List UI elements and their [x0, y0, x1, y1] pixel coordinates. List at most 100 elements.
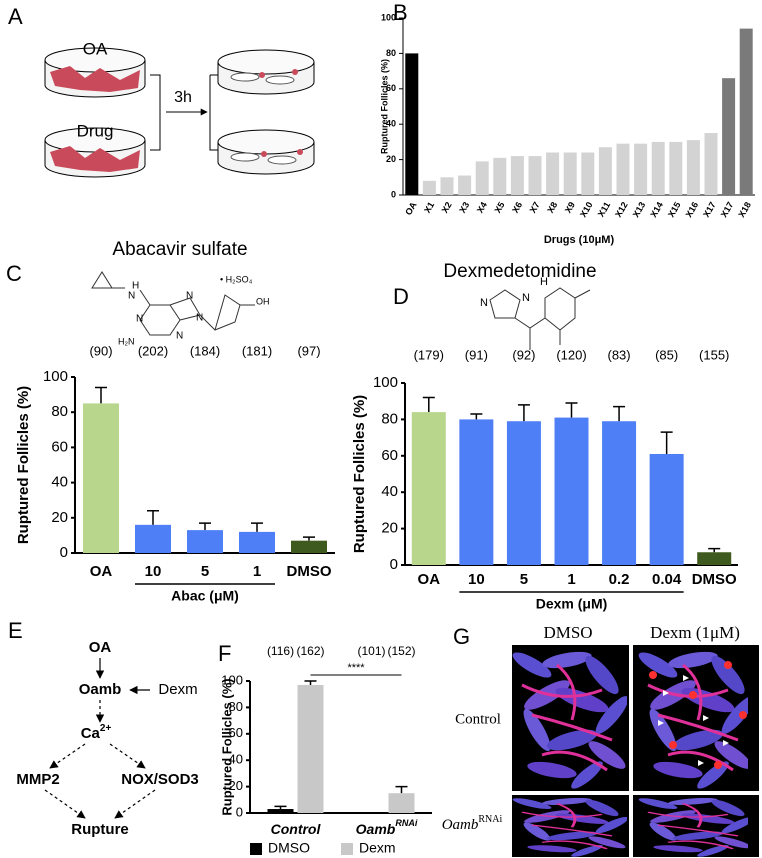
sample-count: (101) [357, 644, 385, 658]
sample-count: (184) [190, 343, 220, 358]
y-tick-label: 0 [60, 544, 68, 561]
sample-count: (91) [465, 347, 488, 362]
sample-count: (152) [387, 644, 415, 658]
bar [634, 143, 648, 195]
error-bar [470, 413, 483, 420]
error-bar [565, 402, 578, 418]
bar [528, 156, 542, 195]
error-bar [147, 510, 159, 525]
y-axis-label: Ruptured Follicles (%) [379, 59, 389, 154]
legend-label: Dexm [359, 840, 396, 856]
arrows [44, 658, 156, 819]
red-spots [649, 661, 747, 769]
bracket [209, 74, 218, 151]
bar [475, 161, 489, 195]
arrowheads [658, 675, 729, 766]
significance: **** [347, 662, 365, 674]
x-tick-label: X8 [545, 200, 559, 215]
y-tick-label: 100 [43, 368, 68, 385]
y-tick-label: 80 [386, 48, 396, 58]
y-tick-label: 80 [51, 403, 68, 420]
x-tick-label: 1 [567, 571, 575, 588]
bar [651, 141, 665, 195]
sample-count: (155) [699, 347, 729, 362]
x-tick-label: X13 [631, 200, 648, 219]
bar [422, 180, 436, 195]
error-bar [95, 386, 107, 404]
x-tick-label: X15 [666, 200, 683, 219]
x-tick-label: 5 [520, 571, 528, 588]
sample-count: (90) [89, 343, 112, 358]
arrow [49, 743, 86, 769]
category-text: Control [271, 821, 322, 837]
superscript: RNAi [478, 814, 502, 825]
bar [239, 531, 275, 553]
arrow [114, 789, 156, 819]
bar [649, 453, 684, 565]
legend-label: DMSO [268, 840, 310, 856]
x-tick-label: X16 [684, 200, 701, 219]
micrograph [633, 645, 759, 791]
arrow [44, 789, 86, 819]
bar [669, 141, 683, 195]
dish [44, 127, 146, 178]
bar [602, 421, 637, 565]
follicles [50, 146, 140, 172]
group-label: Abac (μM) [171, 588, 239, 604]
micrograph [633, 795, 759, 858]
sample-count: (85) [655, 347, 678, 362]
bar [83, 403, 119, 553]
node: OA [89, 639, 112, 656]
x-tick-label: X12 [613, 200, 630, 219]
x-tick-label: 10 [145, 563, 162, 580]
sample-count: (120) [556, 347, 586, 362]
atom: N [196, 313, 203, 324]
bar [598, 147, 612, 195]
chart-title: Dexmedetomidine [443, 261, 596, 282]
bracket [150, 74, 161, 151]
x-tick-label: X9 [563, 200, 577, 215]
y-tick-label: 20 [386, 154, 396, 164]
error-bar [199, 522, 211, 531]
y-tick-label: 60 [51, 438, 68, 455]
x-tick-label: OambRNAi [356, 818, 418, 836]
x-tick-label: X10 [578, 200, 595, 219]
x-tick-label: 1 [253, 563, 261, 580]
row-label: Control [455, 711, 501, 727]
y-tick-label: 0 [390, 556, 398, 573]
bar [581, 152, 595, 195]
column-label: DMSO [543, 623, 592, 642]
y-axis-label: Ruptured Follicles (%) [351, 395, 368, 553]
bar [458, 175, 472, 195]
x-tick-label: OA [418, 571, 441, 588]
atom: N [128, 291, 135, 302]
bar [135, 524, 171, 553]
bar [686, 140, 700, 195]
y-tick-label: 60 [229, 725, 243, 740]
atom: H [132, 281, 139, 292]
bar [187, 530, 223, 553]
x-axis-label: Drugs (10μM) [544, 234, 615, 246]
x-tick-label: X17 [701, 200, 718, 219]
panel-letter: E [8, 618, 23, 643]
follicles [50, 66, 140, 92]
follicle [265, 75, 295, 85]
node: Rupture [71, 821, 129, 838]
x-tick-label: X18 [736, 200, 753, 219]
panel-letter: A [8, 4, 23, 29]
bar [546, 152, 560, 195]
bar [291, 540, 327, 553]
x-tick-label: 0.04 [652, 571, 682, 588]
sample-count: (202) [138, 343, 168, 358]
bar [704, 133, 718, 195]
atom: H [540, 276, 548, 288]
atom: N [136, 314, 143, 325]
sample-count: (162) [296, 644, 324, 658]
sample-count: (83) [608, 347, 631, 362]
x-tick-label: X3 [457, 200, 471, 215]
error-bar [304, 680, 317, 685]
bonds [489, 287, 591, 350]
y-tick-label: 100 [221, 672, 243, 687]
x-tick-label: 0.2 [609, 571, 630, 588]
